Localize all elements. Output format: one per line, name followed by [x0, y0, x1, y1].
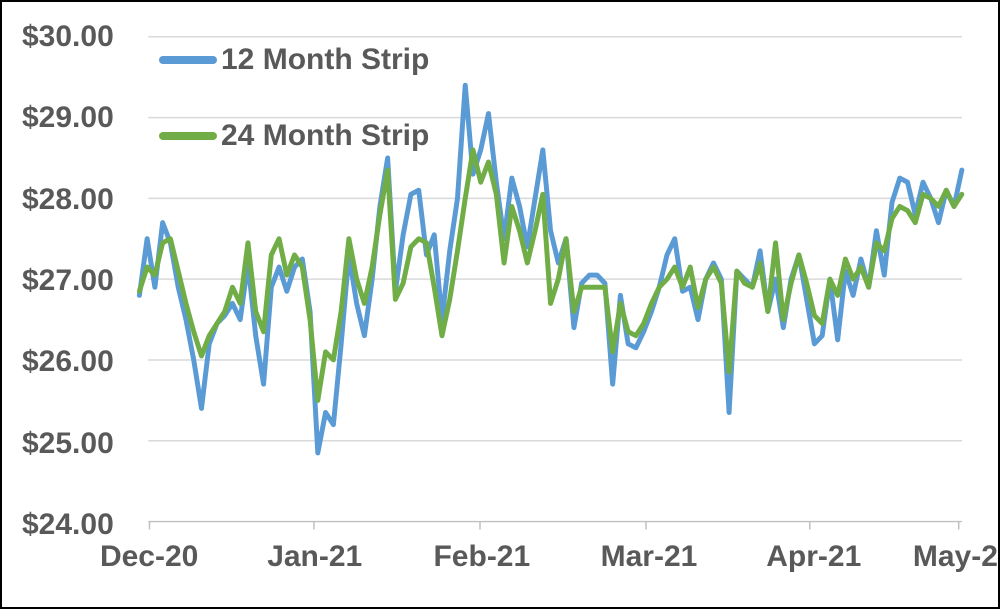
legend-line-sample-green	[159, 132, 217, 140]
y-axis-label-27: $27.00	[22, 264, 114, 297]
x-axis-label-Jan-21: Jan-21	[267, 540, 363, 573]
legend-label-24-month-strip: 24 Month Strip	[221, 119, 430, 152]
y-axis-label-30: $30.00	[22, 20, 114, 54]
x-axis-label-May-21: May-21	[912, 540, 998, 573]
legend-item-24-month-strip: 24 Month Strip	[159, 119, 429, 153]
y-axis-label-29: $29.00	[22, 101, 114, 135]
y-axis-label-25: $25.00	[22, 426, 114, 460]
x-axis-label-Apr-21: Apr-21	[766, 540, 862, 573]
x-axis-label-Feb-21: Feb-21	[433, 540, 531, 573]
x-axis-label-Mar-21: Mar-21	[600, 540, 698, 573]
y-axis-label-26: $26.00	[22, 345, 114, 379]
legend-item-12-month-strip: 12 Month Strip	[159, 43, 429, 77]
legend-line-sample-blue	[159, 56, 217, 64]
y-axis-label-24: $24.00	[22, 508, 114, 541]
y-axis-label-28: $28.00	[22, 182, 114, 216]
x-axis-label-Dec-20: Dec-20	[99, 540, 199, 573]
series-line-24-month-strip	[136, 147, 965, 403]
legend-label-12-month-strip: 12 Month Strip	[221, 43, 430, 76]
